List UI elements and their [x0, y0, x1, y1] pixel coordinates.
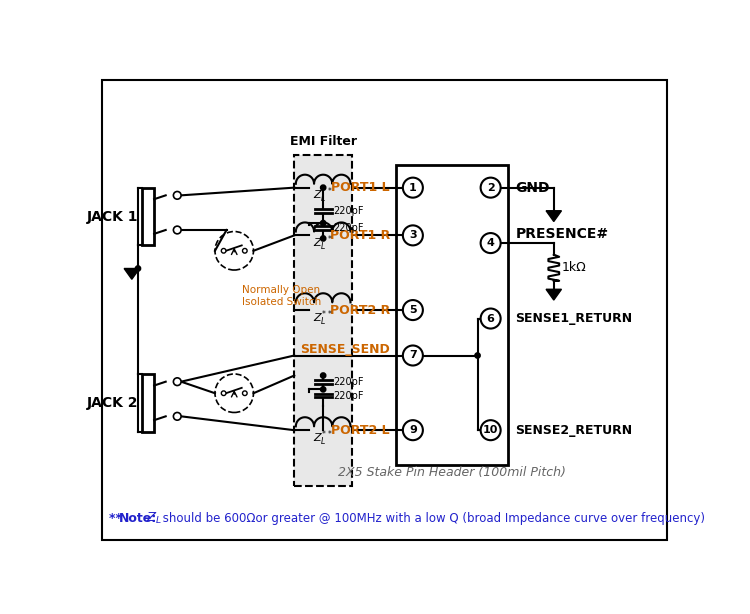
- Circle shape: [403, 420, 423, 440]
- Circle shape: [321, 373, 326, 378]
- Circle shape: [173, 378, 181, 386]
- Circle shape: [221, 249, 226, 253]
- Circle shape: [242, 249, 247, 253]
- Text: PRESENCE#: PRESENCE#: [515, 227, 608, 241]
- Circle shape: [403, 177, 423, 198]
- Circle shape: [403, 346, 423, 365]
- Circle shape: [481, 177, 501, 198]
- Text: JACK 2: JACK 2: [86, 396, 138, 410]
- Text: SENSE2_RETURN: SENSE2_RETURN: [515, 424, 632, 437]
- Circle shape: [136, 266, 140, 271]
- Bar: [396, 165, 508, 465]
- Text: 220pF: 220pF: [333, 206, 364, 216]
- Text: 5: 5: [409, 305, 417, 315]
- Text: 9: 9: [409, 425, 417, 435]
- Circle shape: [173, 192, 181, 199]
- Text: SENSE1_RETURN: SENSE1_RETURN: [515, 312, 632, 325]
- Text: SENSE_SEND: SENSE_SEND: [300, 343, 390, 356]
- Text: Note:: Note:: [118, 512, 157, 525]
- Text: 4: 4: [487, 238, 494, 248]
- Text: $Z_L^{**}$: $Z_L^{**}$: [314, 308, 333, 328]
- Text: Normally Open
Isolated Switch: Normally Open Isolated Switch: [242, 286, 321, 307]
- Circle shape: [173, 413, 181, 420]
- Polygon shape: [546, 289, 562, 300]
- Circle shape: [481, 233, 501, 253]
- Text: 2X5 Stake Pin Header (100mil Pitch): 2X5 Stake Pin Header (100mil Pitch): [338, 466, 566, 479]
- Circle shape: [242, 391, 247, 395]
- Text: 220pF: 220pF: [333, 223, 364, 233]
- Circle shape: [403, 300, 423, 320]
- Text: 220pF: 220pF: [333, 391, 364, 400]
- Text: 10: 10: [483, 425, 498, 435]
- Text: EMI Filter: EMI Filter: [290, 135, 357, 149]
- Text: 2: 2: [487, 182, 494, 193]
- Polygon shape: [124, 268, 140, 279]
- Text: $Z_L$: $Z_L$: [146, 511, 162, 526]
- Text: PORT1 L: PORT1 L: [332, 181, 390, 194]
- Text: GND: GND: [515, 181, 550, 195]
- Circle shape: [321, 387, 326, 392]
- Text: 220pF: 220pF: [333, 376, 364, 387]
- Polygon shape: [296, 220, 311, 231]
- Bar: [142, 188, 154, 246]
- Circle shape: [481, 420, 501, 440]
- Text: PORT1 R: PORT1 R: [329, 229, 390, 242]
- Text: PORT2 R: PORT2 R: [329, 303, 390, 317]
- Text: 1kΩ: 1kΩ: [562, 261, 586, 274]
- Text: $Z_L^{**}$: $Z_L^{**}$: [314, 428, 333, 448]
- Text: JACK 1: JACK 1: [86, 209, 138, 223]
- Bar: [142, 374, 154, 432]
- Text: 7: 7: [409, 351, 417, 360]
- Circle shape: [476, 353, 480, 358]
- Circle shape: [481, 308, 501, 328]
- Text: **: **: [110, 512, 127, 525]
- Polygon shape: [546, 211, 562, 222]
- Bar: [294, 155, 352, 486]
- Text: should be 600Ωor greater @ 100MHz with a low Q (broad Impedance curve over frequ: should be 600Ωor greater @ 100MHz with a…: [159, 512, 705, 525]
- Text: 1: 1: [409, 182, 417, 193]
- Text: $Z_L^{**}$: $Z_L^{**}$: [314, 185, 333, 205]
- Text: 3: 3: [409, 230, 417, 240]
- Circle shape: [403, 225, 423, 246]
- Circle shape: [321, 221, 326, 225]
- Circle shape: [173, 226, 181, 234]
- Circle shape: [221, 391, 226, 395]
- Circle shape: [321, 236, 326, 241]
- Polygon shape: [296, 391, 311, 402]
- Text: $Z_L^{**}$: $Z_L^{**}$: [314, 233, 333, 253]
- Circle shape: [321, 185, 326, 190]
- Text: 6: 6: [487, 314, 494, 324]
- Text: PORT2 L: PORT2 L: [332, 424, 390, 437]
